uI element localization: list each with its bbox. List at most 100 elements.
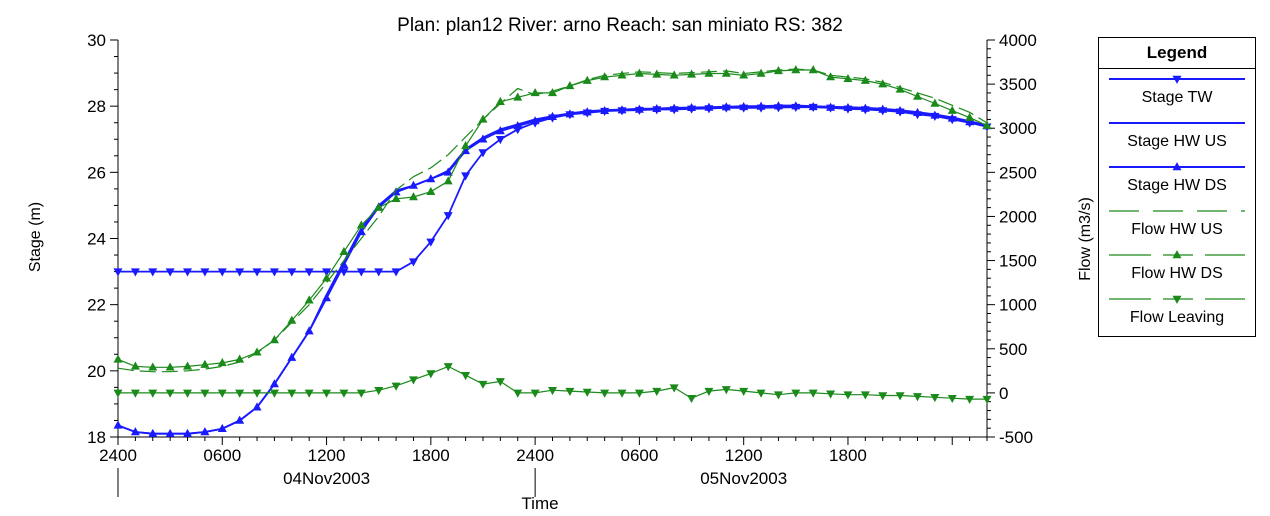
data-point [148, 389, 158, 398]
series-stage-tw [113, 103, 992, 277]
data-point [930, 98, 940, 107]
data-point [808, 101, 818, 111]
data-point [130, 268, 140, 277]
data-point [965, 395, 975, 404]
data-point [461, 145, 471, 155]
data-point [843, 102, 853, 112]
legend-swatch-marker [1172, 75, 1182, 84]
data-point [739, 387, 749, 396]
series-stage-hw-us [117, 104, 988, 435]
data-point [165, 428, 175, 437]
data-point [669, 384, 679, 393]
data-point [200, 359, 210, 368]
data-point [200, 268, 210, 277]
data-point [669, 103, 679, 112]
data-point [165, 389, 175, 398]
legend-label: Stage HW US [1127, 133, 1227, 150]
data-point [965, 112, 975, 121]
data-point [391, 382, 401, 391]
x-tick-label: 1800 [829, 446, 867, 465]
legend: Legend Stage TW Stage HW US Stage HW DS Flo… [1098, 37, 1256, 337]
legend-swatch-marker [1172, 250, 1182, 259]
data-point [826, 390, 836, 399]
data-point [565, 109, 575, 118]
data-point [582, 75, 592, 84]
data-point [408, 258, 418, 267]
data-point [443, 176, 453, 185]
data-point [791, 101, 801, 110]
data-point [478, 134, 488, 143]
chart-title: Plan: plan12 River: arno Reach: san mini… [397, 15, 843, 36]
data-point [756, 389, 766, 398]
y-tick-label: 24 [87, 230, 106, 249]
data-point [739, 70, 749, 79]
series-layer [113, 65, 992, 437]
data-point [130, 427, 140, 436]
y2-tick-label: 1500 [999, 252, 1037, 271]
data-point [235, 415, 245, 424]
data-point [513, 389, 523, 398]
data-point [304, 295, 314, 304]
data-point [287, 315, 297, 324]
data-point [860, 75, 870, 84]
data-point [860, 391, 870, 400]
data-point [269, 268, 279, 277]
data-point [339, 260, 349, 269]
data-point [773, 66, 783, 75]
data-point [808, 65, 818, 74]
data-point [947, 113, 957, 122]
data-point [217, 268, 227, 277]
data-point [791, 65, 801, 74]
data-point [530, 88, 540, 97]
data-point [704, 102, 714, 111]
data-point [183, 268, 193, 277]
legend-item: Flow HW US [1099, 201, 1255, 245]
data-point [148, 428, 158, 437]
y-tick-label: 20 [87, 362, 106, 381]
data-point [878, 79, 888, 88]
data-point [356, 227, 366, 236]
y-axis-label: Stage (m) [27, 202, 44, 272]
legend-title: Legend [1099, 38, 1255, 69]
data-point [617, 389, 627, 398]
data-point [634, 68, 644, 77]
x-tick-label: 1200 [308, 446, 346, 465]
data-point [287, 268, 297, 277]
data-point [408, 180, 418, 189]
data-point [652, 387, 662, 396]
data-point [391, 193, 401, 203]
data-point [113, 268, 123, 277]
series-stage-hw-ds [113, 101, 992, 437]
legend-item: Flow HW DS [1099, 245, 1255, 289]
data-point [617, 105, 627, 114]
data-point [183, 428, 193, 437]
legend-label: Stage TW [1141, 89, 1213, 106]
data-point [339, 389, 349, 398]
legend-swatch [1109, 122, 1245, 124]
data-point [513, 92, 523, 101]
data-point [252, 347, 262, 356]
data-point [287, 352, 297, 361]
data-point [322, 273, 332, 282]
data-point [148, 362, 158, 371]
data-point [443, 167, 453, 176]
data-point [374, 202, 384, 211]
data-point [565, 387, 575, 396]
data-point [113, 389, 123, 398]
data-point [548, 387, 557, 396]
series-line [118, 106, 988, 273]
data-point [826, 102, 836, 111]
legend-swatch-marker [1172, 162, 1182, 171]
y2-tick-label: 3500 [999, 75, 1037, 94]
data-point [426, 370, 436, 379]
data-point [721, 102, 731, 111]
data-point [408, 376, 418, 385]
data-point [461, 172, 471, 181]
data-point [252, 389, 262, 398]
data-point [826, 72, 836, 81]
data-point [252, 268, 262, 277]
data-point [443, 363, 453, 372]
data-point [356, 268, 366, 277]
data-point [495, 136, 505, 145]
